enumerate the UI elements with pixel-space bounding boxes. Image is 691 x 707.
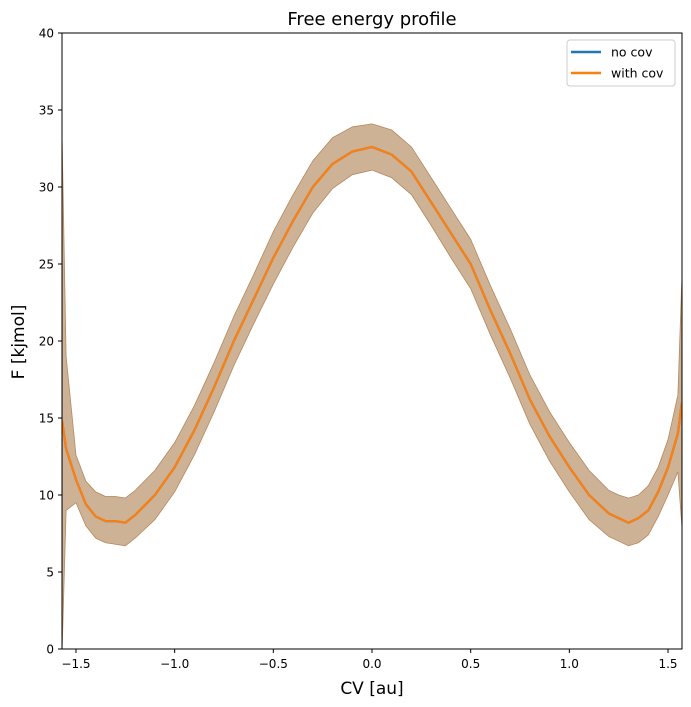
x-tick-label: −1.5 — [61, 657, 90, 671]
y-tick-label: 20 — [39, 335, 54, 349]
y-tick-label: 15 — [39, 412, 54, 426]
x-axis-title: CV [au] — [340, 679, 403, 699]
series-line-with-cov — [62, 145, 682, 524]
x-tick-label: 1.0 — [560, 657, 579, 671]
y-tick-label: 35 — [39, 104, 54, 118]
y-tick-label: 30 — [39, 181, 54, 195]
y-tick-label: 5 — [46, 566, 54, 580]
x-tick-label: 1.5 — [658, 657, 677, 671]
y-tick-label: 0 — [46, 643, 54, 657]
plot-area: −1.5 −1.0 −0.5 0.0 0.5 1.0 1.5 0 5 10 15 20 25 30 35 40 — [39, 27, 683, 671]
legend: no cov with cov — [566, 39, 676, 87]
legend-label: with cov — [611, 66, 664, 81]
x-tick-label: 0.0 — [362, 657, 381, 671]
x-tick-label: 0.5 — [461, 657, 480, 671]
x-tick-label: −1.0 — [160, 657, 189, 671]
x-tick-label: −0.5 — [259, 657, 288, 671]
chart-title: Free energy profile — [287, 9, 456, 30]
y-axis-title: F [kjmol] — [9, 305, 29, 380]
y-tick-label: 25 — [39, 258, 54, 272]
legend-label: no cov — [611, 45, 653, 60]
y-tick-label: 40 — [39, 27, 54, 41]
y-tick-label: 10 — [39, 489, 54, 503]
